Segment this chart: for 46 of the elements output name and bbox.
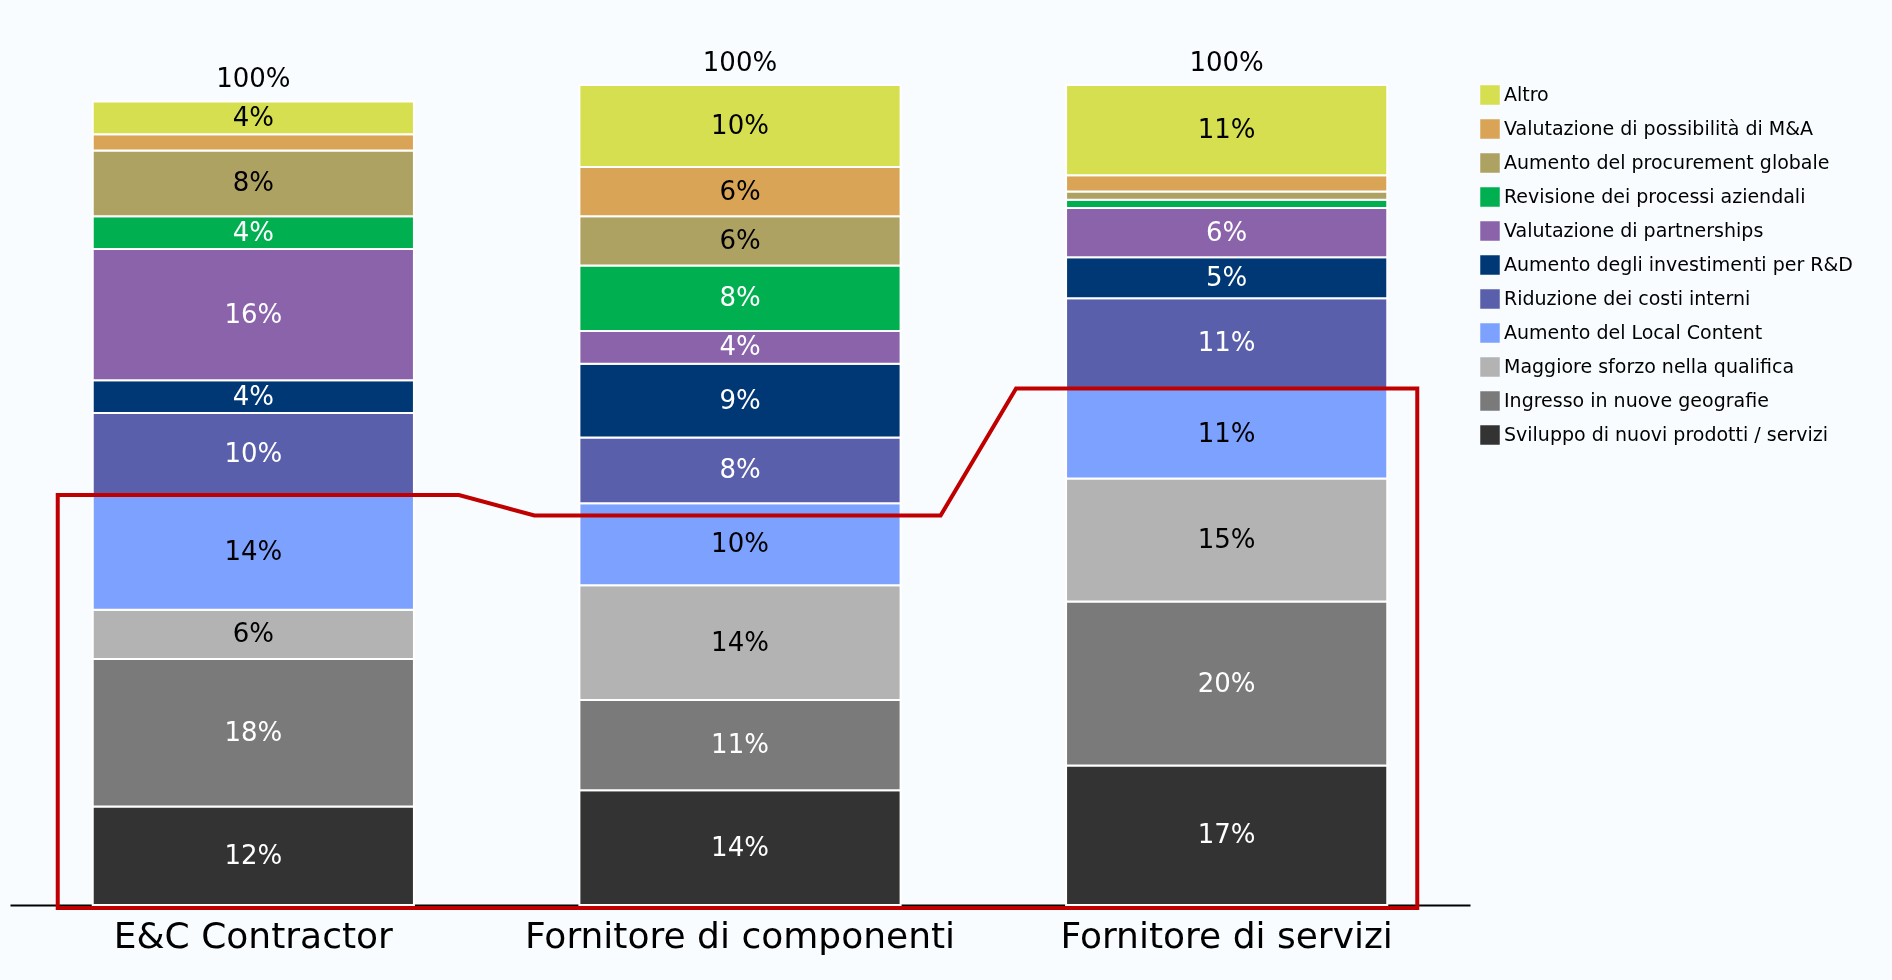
total-label: 100%	[1189, 47, 1264, 77]
data-label: 11%	[1197, 327, 1256, 358]
data-label: 17%	[1197, 819, 1256, 850]
legend-label: Valutazione di partnerships	[1504, 219, 1764, 241]
data-label: 11%	[1197, 417, 1256, 448]
legend-label: Revisione dei processi aziendali	[1504, 185, 1806, 207]
data-label: 10%	[711, 528, 769, 559]
data-label: 8%	[232, 167, 274, 198]
legend-label: Aumento degli investimenti per R&D	[1504, 253, 1853, 275]
data-label: 6%	[719, 224, 761, 255]
data-label: 14%	[224, 536, 283, 567]
data-label: 5%	[1206, 261, 1248, 292]
data-label: 10%	[711, 110, 769, 140]
legend-label: Ingresso in nuove geografie	[1504, 389, 1769, 411]
legend-label: Aumento del procurement globale	[1504, 151, 1830, 173]
data-label: 16%	[224, 298, 283, 329]
data-label: 8%	[719, 454, 761, 485]
data-label: 6%	[232, 618, 274, 649]
data-label: 12%	[224, 839, 283, 870]
legend-label: Altro	[1504, 83, 1549, 105]
legend-label: Riduzione dei costi interni	[1504, 287, 1751, 309]
x-tick-label: Fornitore di componenti	[524, 914, 956, 956]
data-label: 4%	[719, 331, 761, 362]
legend-label: Aumento del Local Content	[1504, 321, 1763, 343]
data-label: 8%	[719, 282, 761, 313]
data-label: 20%	[1197, 667, 1256, 698]
legend-label: Sviluppo di nuovi prodotti / servizi	[1504, 423, 1828, 445]
legend-label: Maggiore sforzo nella qualifica	[1504, 355, 1795, 377]
data-label: 9%	[719, 384, 761, 415]
data-label: 4%	[232, 101, 274, 132]
data-label: 10%	[224, 438, 283, 468]
data-label: 11%	[711, 729, 769, 760]
data-label: 11%	[1197, 114, 1256, 145]
data-label: 14%	[711, 626, 769, 657]
data-label: 6%	[719, 175, 761, 206]
x-tick-label: E&C Contractor	[113, 914, 394, 956]
x-tick-label: Fornitore di servizi	[1060, 914, 1393, 956]
total-label: 100%	[216, 63, 291, 94]
total-label: 100%	[702, 47, 778, 77]
data-label: 6%	[1206, 216, 1248, 247]
data-label: 4%	[232, 380, 274, 411]
data-label: 14%	[711, 831, 769, 862]
legend-label: Valutazione di possibilità di M&A	[1504, 117, 1813, 139]
data-label: 15%	[1197, 524, 1256, 555]
data-label: 4%	[232, 216, 274, 247]
data-label: 18%	[224, 716, 283, 747]
